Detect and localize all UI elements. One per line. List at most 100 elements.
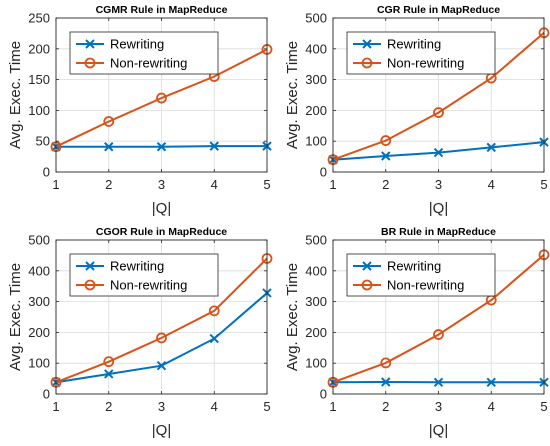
y-tick-label: 0	[43, 165, 50, 180]
y-tick-label: 100	[28, 356, 50, 371]
data-point-non-rewriting	[433, 107, 444, 118]
series-line-non-rewriting	[332, 32, 545, 161]
data-point-non-rewriting	[433, 329, 444, 340]
data-point-rewriting	[209, 141, 219, 151]
chart-title: BR Rule in MapReduce	[381, 226, 496, 238]
data-point-non-rewriting	[156, 92, 167, 104]
data-point-rewriting	[156, 360, 167, 371]
y-tick-label: 200	[305, 103, 327, 118]
legend-label: Non-rewriting	[387, 56, 464, 71]
legend-marker	[85, 261, 95, 271]
data-point-rewriting	[433, 377, 444, 388]
data-point-rewriting	[381, 151, 391, 161]
y-tick-label: 150	[28, 72, 50, 87]
y-tick-label: 0	[43, 387, 50, 402]
data-point-non-rewriting	[103, 356, 115, 368]
y-tick-label: 250	[28, 11, 50, 26]
y-tick-label: 500	[28, 233, 50, 248]
legend-marker	[84, 279, 96, 291]
series-line-non-rewriting	[332, 254, 545, 384]
x-tick-label: 4	[211, 177, 218, 192]
axes-frame	[332, 239, 545, 395]
data-point-rewriting	[433, 147, 444, 158]
chart-4: 1 2 3 4 5 0 100 200 300 400 500 BR Rule in MapReduc…	[284, 226, 550, 439]
y-tick-label: 50	[36, 134, 50, 149]
x-tick-label: 4	[211, 399, 218, 414]
y-tick-label: 500	[305, 11, 327, 26]
y-tick-label: 400	[305, 41, 327, 56]
y-tick-label: 100	[28, 103, 50, 118]
legend-marker	[85, 39, 95, 49]
data-point-rewriting	[156, 142, 167, 152]
legend-label: Non-rewriting	[110, 56, 187, 71]
chart-title: CGR Rule in MapReduce	[377, 4, 500, 16]
legend-marker	[361, 279, 373, 291]
x-tick-label: 3	[158, 177, 165, 192]
x-tick-label: 4	[488, 177, 495, 192]
data-point-rewriting	[486, 142, 496, 153]
x-tick-label: 1	[52, 177, 59, 192]
x-tick-label: 3	[435, 399, 442, 414]
y-axis-label: Avg. Exec. Time	[7, 263, 24, 371]
x-tick-label: 3	[158, 399, 165, 414]
legend-box	[346, 253, 496, 297]
legend-marker	[361, 57, 373, 69]
legend-box	[69, 253, 219, 297]
x-tick-label: 5	[540, 399, 547, 414]
y-axis-label: Avg. Exec. Time	[284, 41, 301, 149]
y-tick-label: 200	[28, 325, 50, 340]
x-tick-label: 1	[52, 399, 59, 414]
data-point-rewriting	[381, 377, 391, 387]
legend-label: Non-rewriting	[387, 278, 464, 293]
data-point-rewriting	[209, 333, 219, 344]
data-point-non-rewriting	[380, 357, 392, 369]
y-tick-label: 200	[28, 41, 50, 56]
legend-marker	[362, 39, 372, 49]
y-axis-label: Avg. Exec. Time	[284, 263, 301, 371]
data-point-non-rewriting	[156, 332, 167, 344]
y-tick-label: 300	[305, 72, 327, 87]
x-tick-label: 2	[105, 399, 112, 414]
data-point-rewriting	[486, 377, 496, 388]
y-tick-label: 400	[28, 263, 50, 278]
axes-frame	[55, 17, 268, 173]
data-point-rewriting	[104, 369, 114, 379]
chart-title: CGOR Rule in MapReduce	[96, 226, 227, 238]
y-tick-label: 300	[305, 294, 327, 309]
y-axis-label: Avg. Exec. Time	[7, 41, 24, 149]
y-tick-label: 400	[305, 263, 327, 278]
x-axis-label: |Q|	[429, 200, 448, 217]
chart-2: 1 2 3 4 5 0 100 200 300 400 500 CGR Rule in MapRedu…	[284, 4, 550, 217]
y-tick-label: 200	[305, 325, 327, 340]
series-line-non-rewriting	[55, 257, 268, 384]
y-tick-label: 0	[320, 165, 327, 180]
data-point-rewriting	[104, 142, 114, 152]
legend-label: Rewriting	[387, 259, 441, 274]
y-tick-label: 100	[305, 134, 327, 149]
x-tick-label: 2	[105, 177, 112, 192]
axes-frame	[55, 239, 268, 395]
x-tick-label: 2	[382, 177, 389, 192]
y-tick-label: 300	[28, 294, 50, 309]
legend-marker	[362, 261, 372, 271]
legend-box	[69, 31, 219, 75]
x-tick-label: 5	[263, 177, 270, 192]
data-point-non-rewriting	[103, 116, 115, 127]
chart-3: 1 2 3 4 5 0 100 200 300 400 500 CGOR Rule in MapRed…	[7, 226, 273, 439]
x-tick-label: 1	[329, 177, 336, 192]
x-tick-label: 5	[263, 399, 270, 414]
x-tick-label: 1	[329, 399, 336, 414]
x-tick-label: 4	[488, 399, 495, 414]
chart-title: CGMR Rule in MapReduce	[96, 4, 228, 16]
legend-label: Rewriting	[110, 37, 164, 52]
x-tick-label: 5	[540, 177, 547, 192]
legend-box	[346, 31, 496, 75]
series-line-non-rewriting	[55, 48, 268, 148]
data-point-non-rewriting	[380, 135, 392, 146]
legend-label: Rewriting	[387, 37, 441, 52]
x-axis-label: |Q|	[152, 422, 171, 439]
data-point-non-rewriting	[208, 305, 220, 317]
